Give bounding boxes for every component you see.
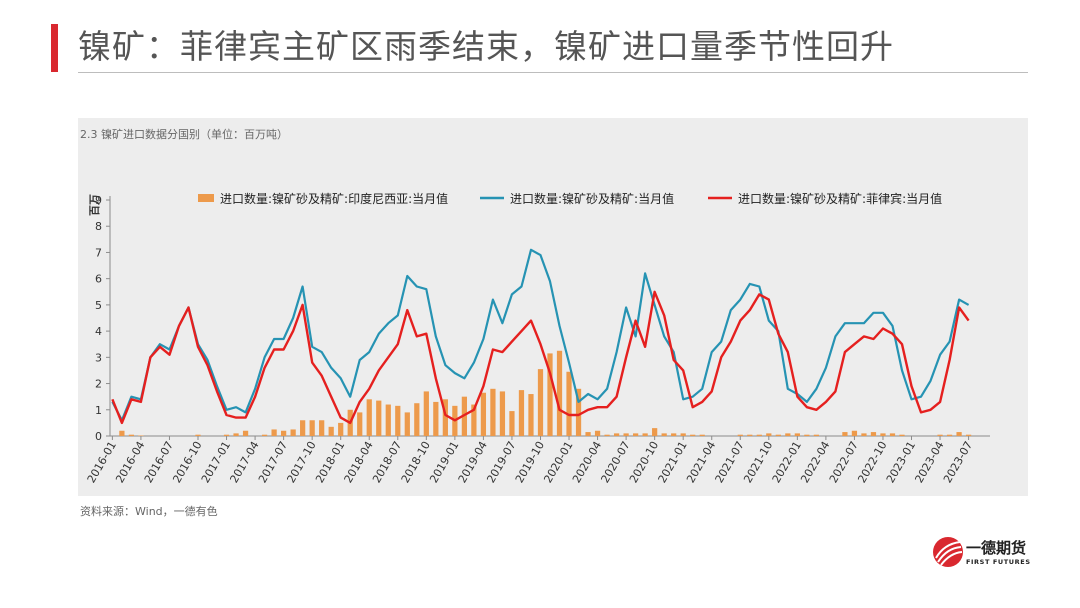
bar-indonesia	[756, 434, 762, 436]
legend-label: 进口数量:镍矿砂及精矿:当月值	[510, 191, 674, 206]
bar-indonesia	[442, 399, 448, 436]
bar-indonesia	[642, 433, 648, 436]
legend-swatch-bar	[198, 194, 214, 202]
y-axis-unit-label: 百万	[88, 194, 101, 216]
slide-title: 镍矿：菲律宾主矿区雨季结束，镍矿进口量季节性回升	[78, 27, 894, 66]
bar-indonesia	[899, 434, 905, 436]
bar-indonesia	[604, 434, 610, 436]
bar-indonesia	[652, 428, 658, 436]
bar-indonesia	[300, 420, 306, 436]
bar-indonesia	[623, 433, 629, 436]
bar-indonesia	[585, 432, 591, 436]
bar-indonesia	[956, 432, 962, 436]
bar-indonesia	[851, 430, 858, 436]
bar-indonesia	[319, 420, 325, 436]
bar-indonesia	[594, 430, 601, 436]
bar-indonesia	[480, 392, 487, 436]
bar-indonesia	[518, 390, 525, 436]
y-tick-label: 7	[95, 246, 102, 259]
bar-indonesia	[575, 388, 582, 436]
bar-indonesia	[357, 412, 363, 436]
bar-indonesia	[309, 420, 315, 436]
bar-indonesia	[661, 433, 667, 436]
bar-indonesia	[937, 434, 943, 436]
bar-indonesia	[271, 429, 277, 436]
bar-indonesia	[737, 434, 743, 436]
bar-indonesia	[766, 433, 772, 436]
line-total-imports	[111, 248, 970, 422]
bar-indonesia	[690, 434, 696, 436]
legend-label: 进口数量:镍矿砂及精矿:印度尼西亚:当月值	[220, 191, 448, 206]
bar-indonesia	[509, 411, 515, 436]
bar-indonesia	[290, 429, 296, 436]
bar-indonesia	[537, 369, 544, 436]
bar-indonesia	[965, 434, 972, 436]
bar-indonesia	[376, 400, 382, 436]
bar-indonesia	[490, 388, 496, 436]
bar-indonesia	[395, 405, 401, 436]
y-tick-label: 1	[95, 404, 102, 417]
bar-indonesia	[471, 404, 477, 436]
bar-indonesia	[119, 430, 125, 436]
source-note: 资料来源：Wind，一德有色	[80, 505, 218, 518]
bar-indonesia	[528, 394, 534, 436]
bar-indonesia	[880, 433, 886, 436]
y-tick-label: 8	[95, 220, 102, 233]
bar-indonesia	[699, 434, 705, 436]
bar-indonesia	[385, 404, 391, 436]
bar-indonesia	[870, 432, 877, 436]
bar-indonesia	[613, 433, 620, 436]
title-accent-bar	[51, 24, 58, 72]
y-tick-label: 0	[95, 430, 102, 443]
bar-indonesia	[281, 430, 287, 436]
bar-indonesia	[804, 434, 810, 436]
bar-indonesia	[946, 434, 953, 436]
y-tick-label: 6	[95, 273, 102, 286]
bar-indonesia	[499, 391, 506, 436]
y-tick-label: 9	[95, 194, 102, 207]
bar-indonesia	[328, 426, 334, 436]
bar-indonesia	[671, 433, 677, 436]
bar-indonesia	[813, 434, 819, 436]
chart-panel	[78, 118, 1028, 496]
bar-indonesia	[128, 434, 135, 436]
bar-indonesia	[794, 433, 800, 436]
bar-indonesia	[138, 435, 144, 436]
bar-indonesia	[889, 433, 896, 436]
y-tick-label: 2	[95, 378, 102, 391]
y-tick-label: 3	[95, 351, 102, 364]
bar-indonesia	[556, 350, 563, 436]
bar-indonesia	[338, 422, 344, 436]
line-philippines	[111, 290, 970, 425]
brand-name-en: FIRST FUTURES	[966, 558, 1031, 566]
bar-indonesia	[842, 432, 848, 436]
y-tick-label: 4	[95, 325, 102, 338]
first-futures-logo-icon	[933, 537, 963, 567]
bar-indonesia	[195, 434, 201, 436]
bar-indonesia	[633, 433, 639, 436]
bar-indonesia	[414, 403, 420, 436]
bar-indonesia	[861, 433, 867, 436]
bar-indonesia	[747, 434, 753, 436]
bar-indonesia	[433, 401, 439, 436]
bar-indonesia	[223, 434, 230, 436]
bar-indonesia	[242, 430, 249, 436]
brand-name: 一德期货	[966, 539, 1027, 557]
legend-label: 进口数量:镍矿砂及精矿:菲律宾:当月值	[738, 191, 942, 206]
bar-indonesia	[775, 434, 781, 436]
bar-indonesia	[423, 391, 429, 436]
bar-indonesia	[233, 433, 239, 436]
bar-indonesia	[366, 399, 372, 436]
title-divider	[78, 72, 1028, 73]
y-tick-label: 5	[95, 299, 102, 312]
bar-indonesia	[404, 412, 410, 436]
bar-indonesia	[566, 371, 572, 436]
bar-indonesia	[680, 433, 686, 436]
bar-indonesia	[785, 433, 791, 436]
bar-indonesia	[261, 434, 268, 436]
bar-indonesia	[547, 353, 553, 436]
chart: 0123456789百万2016-012016-042016-072016-10…	[85, 191, 990, 485]
chart-caption: 2.3 镍矿进口数据分国别（单位：百万吨）	[80, 128, 288, 141]
